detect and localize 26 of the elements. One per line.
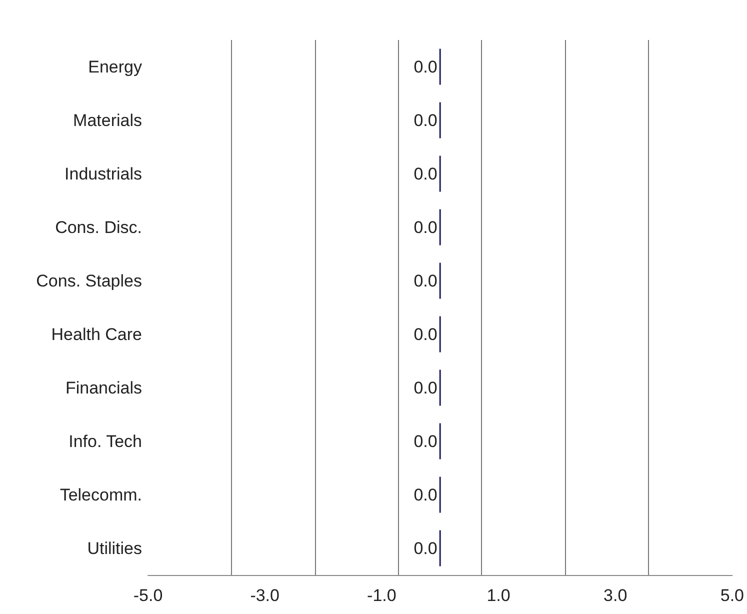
y-tick-label: Telecomm.: [60, 485, 142, 504]
x-tick-label: 5.0: [720, 586, 744, 605]
x-tick-label: 1.0: [486, 586, 510, 605]
y-tick-label: Health Care: [51, 324, 142, 344]
data-label: 0.0: [414, 485, 438, 504]
data-label: 0.0: [414, 110, 438, 130]
y-tick-label: Materials: [73, 110, 142, 130]
data-label: 0.0: [414, 57, 438, 76]
data-label: 0.0: [414, 432, 438, 451]
x-tick-label: 3.0: [604, 586, 628, 605]
x-tick-label: -3.0: [250, 586, 280, 605]
data-label: 0.0: [414, 164, 438, 184]
data-label: 0.0: [414, 218, 438, 237]
y-tick-label: Cons. Staples: [36, 271, 142, 290]
y-tick-label: Financials: [65, 378, 142, 398]
x-tick-label: -5.0: [133, 586, 163, 605]
y-tick-label: Industrials: [64, 164, 142, 184]
data-label: 0.0: [414, 271, 438, 290]
data-label: 0.0: [414, 538, 438, 558]
x-tick-label: -1.0: [367, 586, 396, 605]
y-tick-label: Energy: [88, 57, 142, 76]
y-tick-label: Cons. Disc.: [55, 218, 142, 237]
y-tick-label: Info. Tech: [68, 432, 142, 451]
y-tick-label: Utilities: [87, 538, 142, 558]
data-label: 0.0: [414, 378, 438, 398]
data-label: 0.0: [414, 324, 438, 344]
